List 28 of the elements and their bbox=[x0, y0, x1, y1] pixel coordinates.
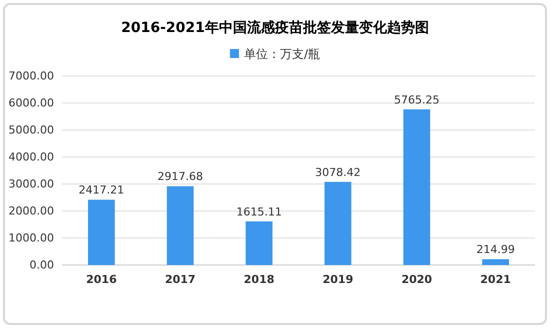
y-tick-label: 6000.00 bbox=[8, 96, 54, 110]
bar bbox=[324, 182, 352, 265]
y-tick-label: 2000.00 bbox=[8, 204, 54, 218]
x-tick-label: 2016 bbox=[86, 272, 118, 286]
bar bbox=[482, 259, 509, 265]
x-tick-label: 2021 bbox=[480, 272, 511, 286]
bar bbox=[88, 200, 115, 265]
x-tick-label: 2020 bbox=[401, 272, 432, 286]
data-label: 214.99 bbox=[476, 243, 515, 256]
data-label: 5765.25 bbox=[394, 93, 440, 106]
y-tick-label: 1000.00 bbox=[8, 232, 54, 245]
y-tick-label: 4000.00 bbox=[8, 150, 54, 164]
data-label: 1615.11 bbox=[236, 205, 282, 218]
y-tick-label: 0.00 bbox=[30, 258, 54, 272]
bar bbox=[246, 221, 272, 265]
chart-title: 2016-2021年中国流感疫苗批签发量变化趋势图 bbox=[121, 19, 429, 36]
x-tick-label: 2018 bbox=[244, 272, 274, 286]
data-label: 3078.42 bbox=[315, 166, 361, 179]
y-tick-label: 7000.00 bbox=[8, 70, 54, 83]
bar bbox=[166, 186, 194, 265]
legend-label: 单位：万支/瓶 bbox=[244, 47, 320, 61]
x-tick-label: 2017 bbox=[164, 272, 196, 286]
x-tick-label: 2019 bbox=[322, 272, 354, 286]
data-label: 2917.68 bbox=[158, 170, 203, 184]
data-label: 2417.21 bbox=[78, 184, 124, 197]
y-tick-label: 3000.00 bbox=[8, 178, 54, 191]
bar bbox=[403, 109, 430, 265]
y-tick-label: 5000.00 bbox=[8, 124, 54, 137]
